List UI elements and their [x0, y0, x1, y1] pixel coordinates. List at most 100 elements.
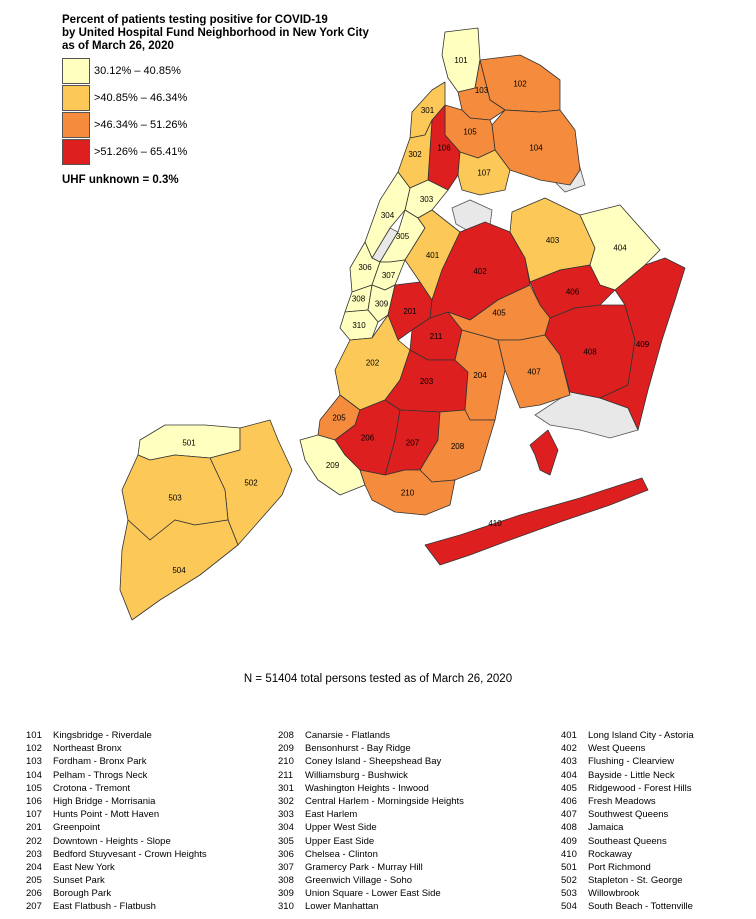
key-code: 301	[278, 782, 294, 794]
region-label-103: 103	[475, 86, 489, 95]
region-304	[364, 171, 411, 259]
key-code: 107	[26, 809, 42, 821]
key-code: 310	[278, 901, 294, 913]
key-code: 502	[561, 875, 577, 887]
region-208	[419, 409, 496, 483]
key-neighborhood: Kingsbridge - Riverdale	[53, 730, 152, 741]
key-row: 303 East Harlem	[278, 809, 464, 822]
legend-label-4: >51.26% – 65.41%	[94, 146, 188, 158]
key-neighborhood: South Beach - Tottenville	[588, 901, 693, 913]
region-label-403: 403	[546, 236, 560, 245]
key-row: 307 Gramercy Park - Murray Hill	[278, 862, 464, 875]
legend-label-2: >40.85% – 46.34%	[94, 92, 188, 104]
key-neighborhood: Coney Island - Sheepshead Bay	[305, 756, 442, 768]
region-labels: 101 102 103 104 105 106 107 301 302 303 304 305 306 3…	[168, 56, 649, 575]
key-neighborhood: Fresh Meadows	[588, 795, 656, 807]
key-row: 409 Southeast Queens	[561, 836, 694, 849]
uhf-regions	[119, 27, 686, 621]
title-line-1: Percent of patients testing positive for…	[62, 14, 328, 26]
key-row: 211 Williamsburg - Bushwick	[278, 770, 464, 783]
region-label-209: 209	[326, 461, 340, 470]
key-row: 208 Canarsie - Flatlands	[278, 730, 464, 743]
region-label-101: 101	[454, 56, 468, 65]
region-label-204: 204	[473, 371, 487, 380]
legend-swatch-2	[62, 85, 90, 111]
key-row: 106 High Bridge - Morrisania	[26, 796, 207, 809]
key-code: 309	[278, 888, 294, 900]
key-row: 203 Bedford Stuyvesant - Crown Heights	[26, 849, 207, 862]
region-label-203: 203	[420, 377, 434, 386]
footnote: N = 51404 total persons tested as of Mar…	[243, 673, 513, 685]
key-code: 405	[561, 782, 577, 794]
key-row: 306 Chelsea - Clinton	[278, 849, 464, 862]
key-row: 104 Pelham - Throgs Neck	[26, 770, 207, 783]
region-label-210: 210	[401, 489, 415, 498]
key-code: 304	[278, 822, 294, 834]
key-neighborhood: Sunset Park	[53, 875, 105, 887]
key-code: 104	[26, 769, 42, 781]
key-neighborhood: Gramercy Park - Murray Hill	[305, 861, 423, 873]
key-row: 402 West Queens	[561, 743, 694, 756]
key-code: 406	[561, 795, 577, 807]
key-code: 203	[26, 848, 42, 860]
region-label-305: 305	[396, 232, 410, 241]
region-label-201: 201	[403, 307, 417, 316]
key-code: 404	[561, 769, 577, 781]
key-row: 406 Fresh Meadows	[561, 796, 694, 809]
region-label-502: 502	[244, 479, 258, 488]
key-row: 304 Upper West Side	[278, 822, 464, 835]
region-label-301: 301	[421, 106, 435, 115]
key-neighborhood: Northeast Bronx	[53, 743, 122, 755]
key-code: 103	[26, 756, 42, 768]
key-code: 105	[26, 782, 42, 794]
key-neighborhood: Crotona - Tremont	[53, 782, 131, 794]
key-neighborhood: Willowbrook	[588, 888, 640, 900]
key-row: 501 Port Richmond	[561, 862, 694, 875]
key-code: 307	[278, 861, 294, 873]
key-row: 309 Union Square - Lower East Side	[278, 888, 464, 901]
key-code: 209	[278, 743, 294, 755]
region-label-102: 102	[513, 80, 527, 89]
key-neighborhood: Chelsea - Clinton	[305, 848, 378, 860]
key-neighborhood: Williamsburg - Bushwick	[305, 769, 408, 781]
region-407	[497, 334, 571, 409]
key-code: 303	[278, 809, 294, 821]
region-label-303: 303	[420, 195, 434, 204]
key-code: 409	[561, 835, 577, 847]
legend-label-3: >46.34% – 51.26%	[94, 119, 188, 131]
key-code: 306	[278, 848, 294, 860]
region-label-107: 107	[477, 169, 491, 178]
key-neighborhood: Greenwich Village - Soho	[305, 875, 413, 887]
key-code: 305	[278, 835, 294, 847]
key-neighborhood: East Harlem	[305, 809, 358, 821]
key-column-2: 208 Canarsie - Flatlands 209 Bensonhurst - …	[278, 730, 464, 915]
key-neighborhood: Southeast Queens	[588, 835, 667, 847]
key-code: 402	[561, 743, 577, 755]
legend-swatch-3	[62, 112, 90, 138]
key-row: 102 Northeast Bronx	[26, 743, 207, 756]
key-row: 201 Greenpoint	[26, 822, 207, 835]
region-label-405: 405	[492, 309, 506, 318]
key-row: 408 Jamaica	[561, 822, 694, 835]
key-code: 204	[26, 861, 42, 873]
region-label-308: 308	[352, 295, 366, 304]
region-410	[424, 429, 649, 566]
key-row: 410 Rockaway	[561, 849, 694, 862]
key-row: 407 Southwest Queens	[561, 809, 694, 822]
region-label-302: 302	[408, 150, 422, 159]
key-code: 205	[26, 875, 42, 887]
key-neighborhood: Rockaway	[588, 848, 632, 860]
key-row: 403 Flushing - Clearview	[561, 756, 694, 769]
region-label-404: 404	[613, 244, 627, 253]
legend-swatch-1	[62, 58, 90, 84]
key-code: 410	[561, 848, 577, 860]
region-label-410: 410	[488, 519, 502, 528]
key-code: 501	[561, 861, 577, 873]
key-row: 107 Hunts Point - Mott Haven	[26, 809, 207, 822]
key-code: 210	[278, 756, 294, 768]
region-label-104: 104	[529, 144, 543, 153]
region-210	[359, 469, 456, 516]
region-label-406: 406	[566, 288, 580, 297]
region-label-310: 310	[352, 321, 366, 330]
key-neighborhood: Fordham - Bronx Park	[53, 756, 147, 768]
